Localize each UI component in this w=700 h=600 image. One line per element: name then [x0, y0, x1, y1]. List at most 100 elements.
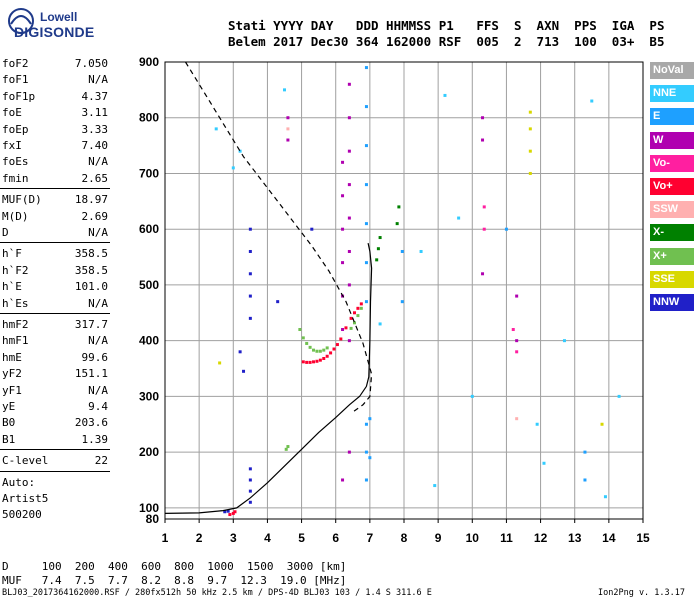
echo-point-nne [535, 422, 539, 426]
echo-point-nnw [248, 272, 252, 276]
echo-point-vo [322, 356, 326, 360]
echo-point-vo [482, 227, 486, 231]
echo-point-e [583, 478, 587, 482]
echo-point-nne [470, 394, 474, 398]
echo-point-vo [231, 511, 235, 515]
y-tick-label: 900 [139, 55, 159, 69]
scaled-param-row: fmin 2.65 [2, 171, 108, 187]
footer-source-info: BLJ03_2017364162000.RSF / 280fx512h 50 k… [2, 588, 432, 598]
scaled-param-name: foF1 [2, 73, 29, 87]
scaled-param-value: 203.6 [74, 416, 108, 430]
scaled-param-name: Auto: [2, 475, 36, 489]
echo-point-e [583, 450, 587, 454]
x-tick-label: 14 [602, 531, 616, 545]
echo-point-nnw [248, 249, 252, 253]
echo-point-x [376, 247, 380, 251]
scaled-param-name: fmin [2, 171, 29, 185]
footer-distance-line: D 100 200 400 600 800 1000 1500 3000 [km… [2, 560, 347, 573]
echo-point-x [298, 328, 302, 332]
echo-point-nne [214, 127, 218, 131]
scaled-param-value: N/A [88, 334, 108, 348]
echo-point-nnw [248, 478, 252, 482]
scaled-param-value: 358.5 [74, 263, 108, 277]
scaled-param-name: hmE [2, 350, 22, 364]
scaled-param-row: fxI 7.40 [2, 138, 108, 154]
echo-point-nne [590, 99, 594, 103]
scaled-param-row: hmF1 N/A [2, 333, 108, 349]
echo-point-vo [301, 360, 305, 364]
scaled-param-name: foEs [2, 155, 29, 169]
echo-point-w [341, 160, 345, 164]
scaled-param-name: h`E [2, 280, 22, 294]
echo-point-nnw [242, 369, 246, 373]
echo-point-x [359, 306, 363, 310]
echo-point-x [315, 349, 319, 353]
echo-point-sse [528, 127, 532, 131]
panel-separator [0, 188, 110, 190]
scaled-param-row: foF1p 4.37 [2, 89, 108, 105]
scaled-param-name: D [2, 226, 9, 239]
scaled-param-name: B1 [2, 432, 16, 446]
echo-point-nne [238, 149, 242, 153]
echo-point-vo [359, 302, 363, 306]
scaled-param-row: MUF(D) 18.97 [2, 192, 108, 208]
scaled-param-row: foEp 3.33 [2, 122, 108, 138]
logo-text-digisonde: DIGISONDE [14, 24, 95, 40]
scaled-param-value: 99.6 [81, 350, 109, 364]
scaled-param-value: 1.39 [81, 432, 109, 446]
echo-point-sse [528, 110, 532, 114]
scaled-param-row: Auto: [2, 475, 108, 491]
echo-point-x [286, 445, 290, 449]
legend-item: NNE [650, 85, 694, 103]
x-tick-label: 15 [636, 531, 650, 545]
echo-point-x [356, 314, 360, 318]
echo-point-w [341, 478, 345, 482]
scaled-param-name: foEp [2, 122, 29, 136]
header-field-values: Belem 2017 Dec30 364 162000 RSF 005 2 71… [228, 34, 665, 49]
echo-point-x [301, 336, 305, 340]
scaled-param-row: h`F2 358.5 [2, 263, 108, 279]
echo-point-w [286, 138, 290, 142]
echo-point-nne [433, 484, 437, 488]
scaled-param-row: foEs N/A [2, 154, 108, 170]
echo-point-e [368, 417, 372, 421]
echo-point-w [347, 116, 351, 120]
y-tick-label: 200 [139, 445, 159, 459]
y-tick-label: 700 [139, 166, 159, 180]
echo-point-vo [352, 311, 356, 315]
scaled-param-row: C-level 22 [2, 453, 108, 469]
scaled-param-value: 4.37 [81, 89, 109, 103]
scaled-param-value: 7.40 [81, 139, 109, 152]
echo-point-vo [335, 343, 339, 347]
echo-point-x [318, 349, 322, 353]
scaled-param-value: N/A [88, 296, 108, 310]
echo-point-w [347, 216, 351, 220]
echo-point-vo [515, 350, 519, 354]
echo-point-e [368, 456, 372, 460]
echo-point-nnw [310, 227, 314, 231]
footer-version: Ion2Png v. 1.3.17 [598, 588, 685, 598]
echo-point-sse [528, 171, 532, 175]
echo-point-vo [325, 354, 329, 358]
scaled-param-row: h`Es N/A [2, 296, 108, 312]
scaled-param-row: hmF2 317.7 [2, 317, 108, 333]
scaled-param-name: M(D) [2, 209, 29, 223]
panel-separator [0, 470, 110, 472]
scaled-param-value: N/A [88, 73, 108, 87]
echo-point-e [364, 300, 368, 304]
echo-point-x [305, 341, 309, 345]
legend-item: Vo- [650, 154, 694, 172]
scaled-param-value: 3.11 [81, 106, 109, 120]
echo-point-w [347, 82, 351, 86]
x-tick-label: 13 [568, 531, 582, 545]
echo-point-w [347, 183, 351, 187]
echo-point-e [504, 227, 508, 231]
echo-point-e [364, 66, 368, 70]
scaled-param-value: 101.0 [74, 280, 108, 294]
echo-point-e [364, 261, 368, 265]
echo-point-w [481, 272, 485, 276]
echo-point-sse [218, 361, 222, 365]
echo-point-nnw [226, 509, 230, 513]
echo-point-w [481, 138, 485, 142]
